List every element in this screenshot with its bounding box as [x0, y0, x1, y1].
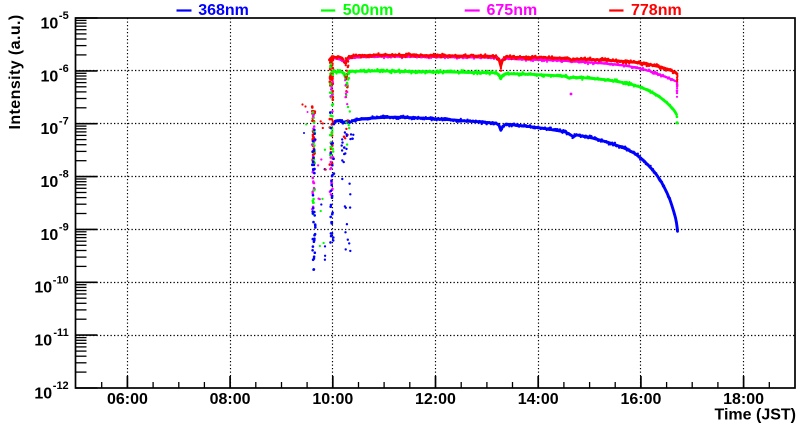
svg-text:10:00: 10:00 — [312, 391, 353, 408]
svg-text:10: 10 — [41, 174, 59, 191]
svg-text:-5: -5 — [59, 10, 69, 22]
svg-text:10: 10 — [34, 385, 52, 402]
svg-text:14:00: 14:00 — [518, 391, 559, 408]
svg-text:10: 10 — [41, 227, 59, 244]
svg-text:Intensity (a.u.): Intensity (a.u.) — [7, 14, 24, 129]
svg-text:-10: -10 — [53, 274, 69, 286]
svg-text:778nm: 778nm — [631, 2, 682, 19]
svg-text:18:00: 18:00 — [723, 391, 764, 408]
svg-text:10: 10 — [41, 121, 59, 138]
svg-text:-8: -8 — [59, 169, 69, 181]
svg-text:10: 10 — [41, 68, 59, 85]
svg-text:368nm: 368nm — [198, 2, 249, 19]
svg-text:-9: -9 — [59, 221, 69, 233]
svg-text:-12: -12 — [53, 380, 69, 392]
svg-text:-7: -7 — [59, 116, 69, 128]
svg-text:10: 10 — [34, 333, 52, 350]
svg-text:08:00: 08:00 — [210, 391, 251, 408]
svg-text:12:00: 12:00 — [415, 391, 456, 408]
svg-text:06:00: 06:00 — [107, 391, 148, 408]
svg-text:-11: -11 — [53, 327, 68, 339]
svg-text:Time (JST): Time (JST) — [715, 407, 797, 424]
svg-text:-6: -6 — [59, 63, 69, 75]
svg-text:16:00: 16:00 — [620, 391, 661, 408]
svg-text:10: 10 — [41, 15, 59, 32]
svg-text:675nm: 675nm — [487, 2, 538, 19]
svg-text:500nm: 500nm — [343, 2, 394, 19]
svg-text:10: 10 — [34, 280, 52, 297]
